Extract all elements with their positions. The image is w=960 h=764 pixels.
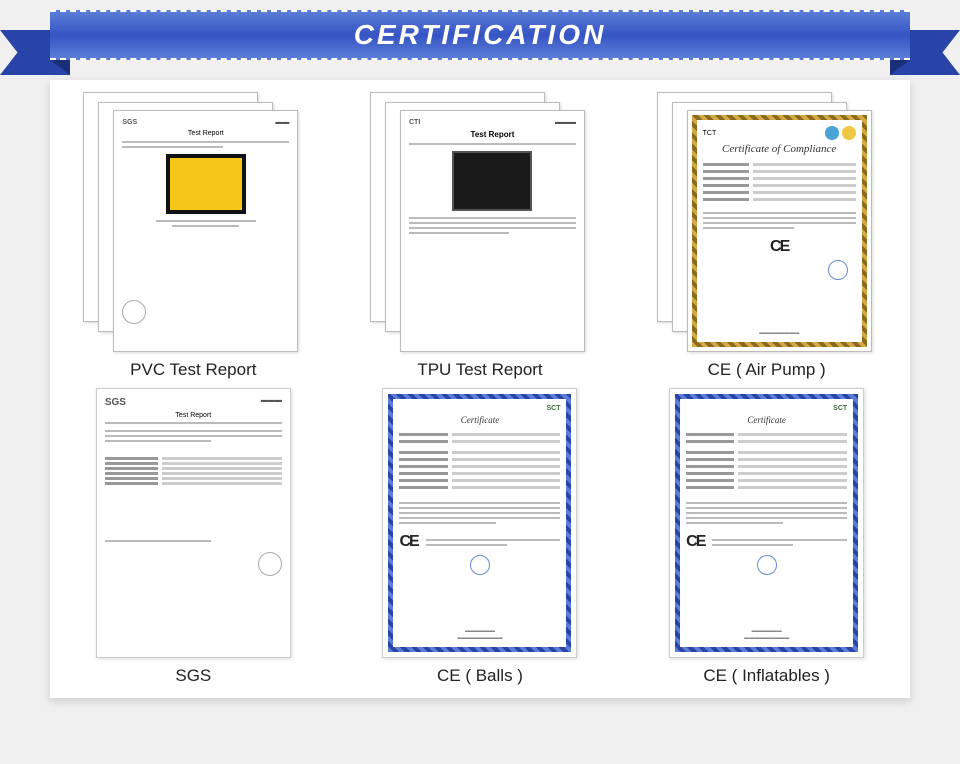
stamp-icon — [757, 555, 777, 575]
stamp-icon — [470, 555, 490, 575]
cert-image-ce-inflatables: SCT Certificate CE — [669, 388, 864, 658]
cert-label: CE ( Inflatables ) — [703, 666, 830, 686]
cert-label: TPU Test Report — [417, 360, 542, 380]
cert-image-sgs: SGS▬▬▬ Test Report — [96, 388, 291, 658]
swatch-yellow — [166, 154, 246, 214]
cert-label: SGS — [175, 666, 211, 686]
cert-image-tpu: CTI▬▬▬ Test Report — [370, 92, 590, 352]
certificates-grid: SGS▬▬ Test Report PVC Test Report CTI▬▬▬… — [65, 92, 895, 686]
ce-mark-icon: CE — [686, 533, 704, 551]
certificates-panel: SGS▬▬ Test Report PVC Test Report CTI▬▬▬… — [50, 80, 910, 698]
cert-cell-ce-airpump: TCT Certificate of Compliance — [638, 92, 895, 380]
cert-cell-pvc: SGS▬▬ Test Report PVC Test Report — [65, 92, 322, 380]
stamp-icon — [258, 552, 282, 576]
cert-cell-ce-balls: SCT Certificate CE — [352, 388, 609, 686]
cert-image-ce-airpump: TCT Certificate of Compliance — [657, 92, 877, 352]
cert-label: PVC Test Report — [130, 360, 256, 380]
cert-label: CE ( Air Pump ) — [708, 360, 826, 380]
ce-mark-icon: CE — [399, 533, 417, 551]
seal-icons — [825, 126, 856, 140]
ribbon-banner: CERTIFICATION — [0, 10, 960, 80]
cert-image-ce-balls: SCT Certificate CE — [382, 388, 577, 658]
cert-cell-ce-inflatables: SCT Certificate CE — [638, 388, 895, 686]
cert-cell-tpu: CTI▬▬▬ Test Report TPU Test Report — [352, 92, 609, 380]
cert-cell-sgs: SGS▬▬▬ Test Report SGS — [65, 388, 322, 686]
cert-image-pvc: SGS▬▬ Test Report — [83, 92, 303, 352]
ce-mark-icon: CE — [703, 238, 856, 256]
stamp-icon — [122, 300, 146, 324]
banner-title: CERTIFICATION — [354, 19, 607, 51]
ribbon-center: CERTIFICATION — [50, 10, 910, 60]
cert-label: CE ( Balls ) — [437, 666, 523, 686]
swatch-black — [452, 151, 532, 211]
